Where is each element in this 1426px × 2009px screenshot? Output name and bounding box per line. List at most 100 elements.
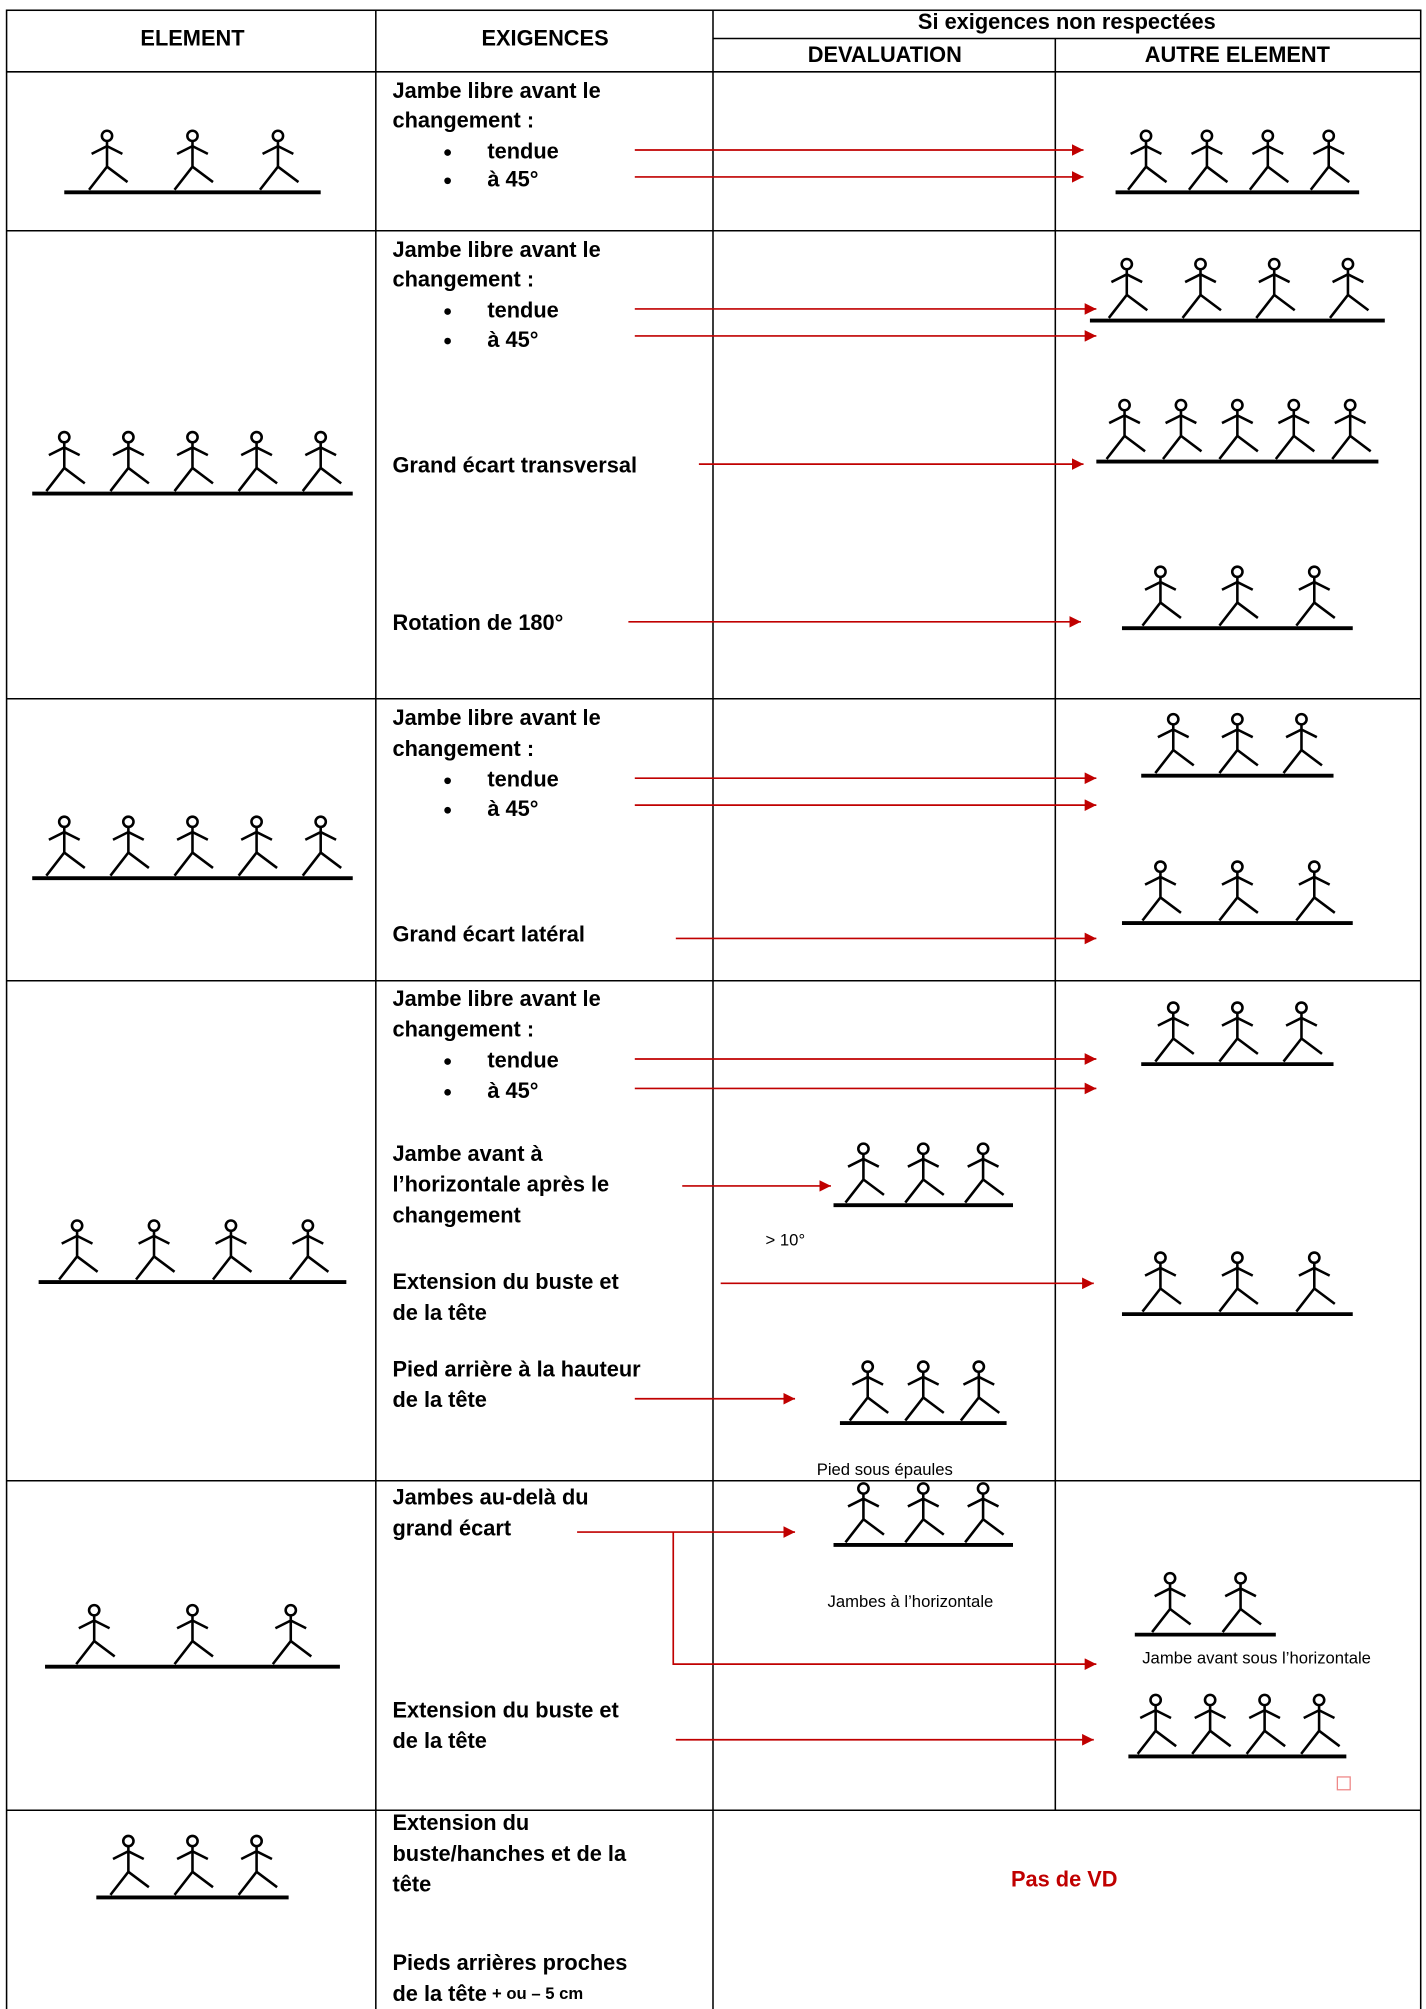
requirement: à 45° [487, 327, 538, 352]
leg [1145, 165, 1168, 184]
gymnast-sketch [96, 1834, 289, 1900]
body [58, 1230, 79, 1281]
header-cell: Si exigences non respectées [918, 9, 1216, 34]
leg [1126, 293, 1149, 312]
head [1230, 860, 1244, 874]
head [186, 129, 199, 143]
head [1120, 257, 1134, 271]
head [861, 1360, 875, 1374]
head [1295, 712, 1308, 726]
head [1287, 398, 1301, 412]
head [1118, 398, 1131, 412]
leg [191, 165, 214, 184]
head [250, 815, 263, 829]
head [1234, 1571, 1247, 1585]
leg [1159, 1287, 1182, 1305]
leg [290, 1640, 313, 1658]
head [100, 129, 114, 143]
head [1203, 1693, 1217, 1707]
leg [1300, 1037, 1323, 1055]
leg [1293, 434, 1316, 453]
requirement: changement : [392, 736, 534, 761]
head [972, 1360, 986, 1374]
head [1267, 257, 1281, 271]
head [57, 815, 71, 829]
gymnast-sketch [1089, 257, 1385, 323]
gymnast-sketch [32, 815, 353, 881]
head [1307, 565, 1321, 579]
head [271, 129, 285, 143]
leg [106, 165, 129, 184]
head [314, 815, 328, 829]
head [57, 430, 71, 444]
leg [319, 466, 342, 485]
head [224, 1219, 238, 1233]
head [250, 430, 263, 444]
head [1154, 565, 1167, 579]
head [70, 1219, 84, 1233]
devaluation-note: Pied sous épaules [817, 1460, 953, 1479]
leg [1273, 293, 1296, 312]
bullet [444, 337, 451, 345]
requirement: Pieds arrières proches [392, 1950, 627, 1975]
requirement: Jambes au-delà du [392, 1484, 588, 1509]
header-cell: DEVALUATION [808, 42, 962, 67]
leg [1236, 1287, 1259, 1305]
leg [1327, 165, 1350, 184]
requirement: tendue [487, 297, 558, 322]
requirement: Jambe libre avant le [392, 705, 600, 730]
head [1312, 1693, 1326, 1707]
leg [1169, 1607, 1192, 1626]
leg [1236, 1037, 1259, 1055]
requirement: à 45° [487, 796, 538, 821]
leg [255, 466, 278, 485]
requirement: Rotation de 180° [392, 610, 563, 635]
requirement: Grand écart latéral [392, 922, 585, 947]
body [1187, 141, 1209, 191]
requirement: de la tête [392, 1728, 486, 1753]
leg [153, 1255, 176, 1273]
head [916, 1482, 930, 1495]
leg [922, 1178, 945, 1196]
head [1149, 1693, 1163, 1707]
gymnast-sketch [1141, 1001, 1334, 1067]
head [284, 1603, 298, 1617]
head [1200, 129, 1214, 143]
leg [1180, 434, 1203, 453]
leg [1239, 1607, 1262, 1626]
requirement: grand écart [392, 1515, 511, 1540]
head [1295, 1001, 1308, 1015]
marker-square [1336, 1776, 1351, 1791]
requirement: tendue [487, 767, 558, 792]
requirement: de la tête [392, 1300, 486, 1325]
leg [1206, 165, 1229, 184]
head [250, 1834, 263, 1848]
requirement: Extension du [392, 1810, 529, 1835]
head [976, 1482, 990, 1495]
head [1258, 1693, 1272, 1707]
head [121, 815, 135, 829]
gymnast-sketch [45, 1603, 340, 1669]
leg [319, 851, 342, 869]
leg [922, 1518, 945, 1536]
leg [1313, 601, 1336, 619]
head [916, 1142, 930, 1156]
head [1230, 1251, 1244, 1265]
requirement: Jambe libre avant le [392, 78, 600, 103]
requirement: (boucle ) [392, 2008, 483, 2009]
bullet [444, 1088, 451, 1096]
head [857, 1142, 870, 1156]
requirement: de la tête [392, 1387, 486, 1412]
head [1261, 129, 1275, 143]
leg [1199, 293, 1222, 312]
requirement: tête [392, 1872, 431, 1897]
leg [1236, 896, 1259, 914]
requirement: à 45° [487, 167, 538, 192]
requirement-part: de la tête [392, 1981, 486, 2006]
requirement: tendue [487, 1047, 558, 1072]
requirement: de la tête + ou – 5 cm [392, 1981, 583, 2006]
head [121, 1834, 135, 1848]
head [1230, 712, 1244, 726]
head [1166, 1001, 1180, 1015]
